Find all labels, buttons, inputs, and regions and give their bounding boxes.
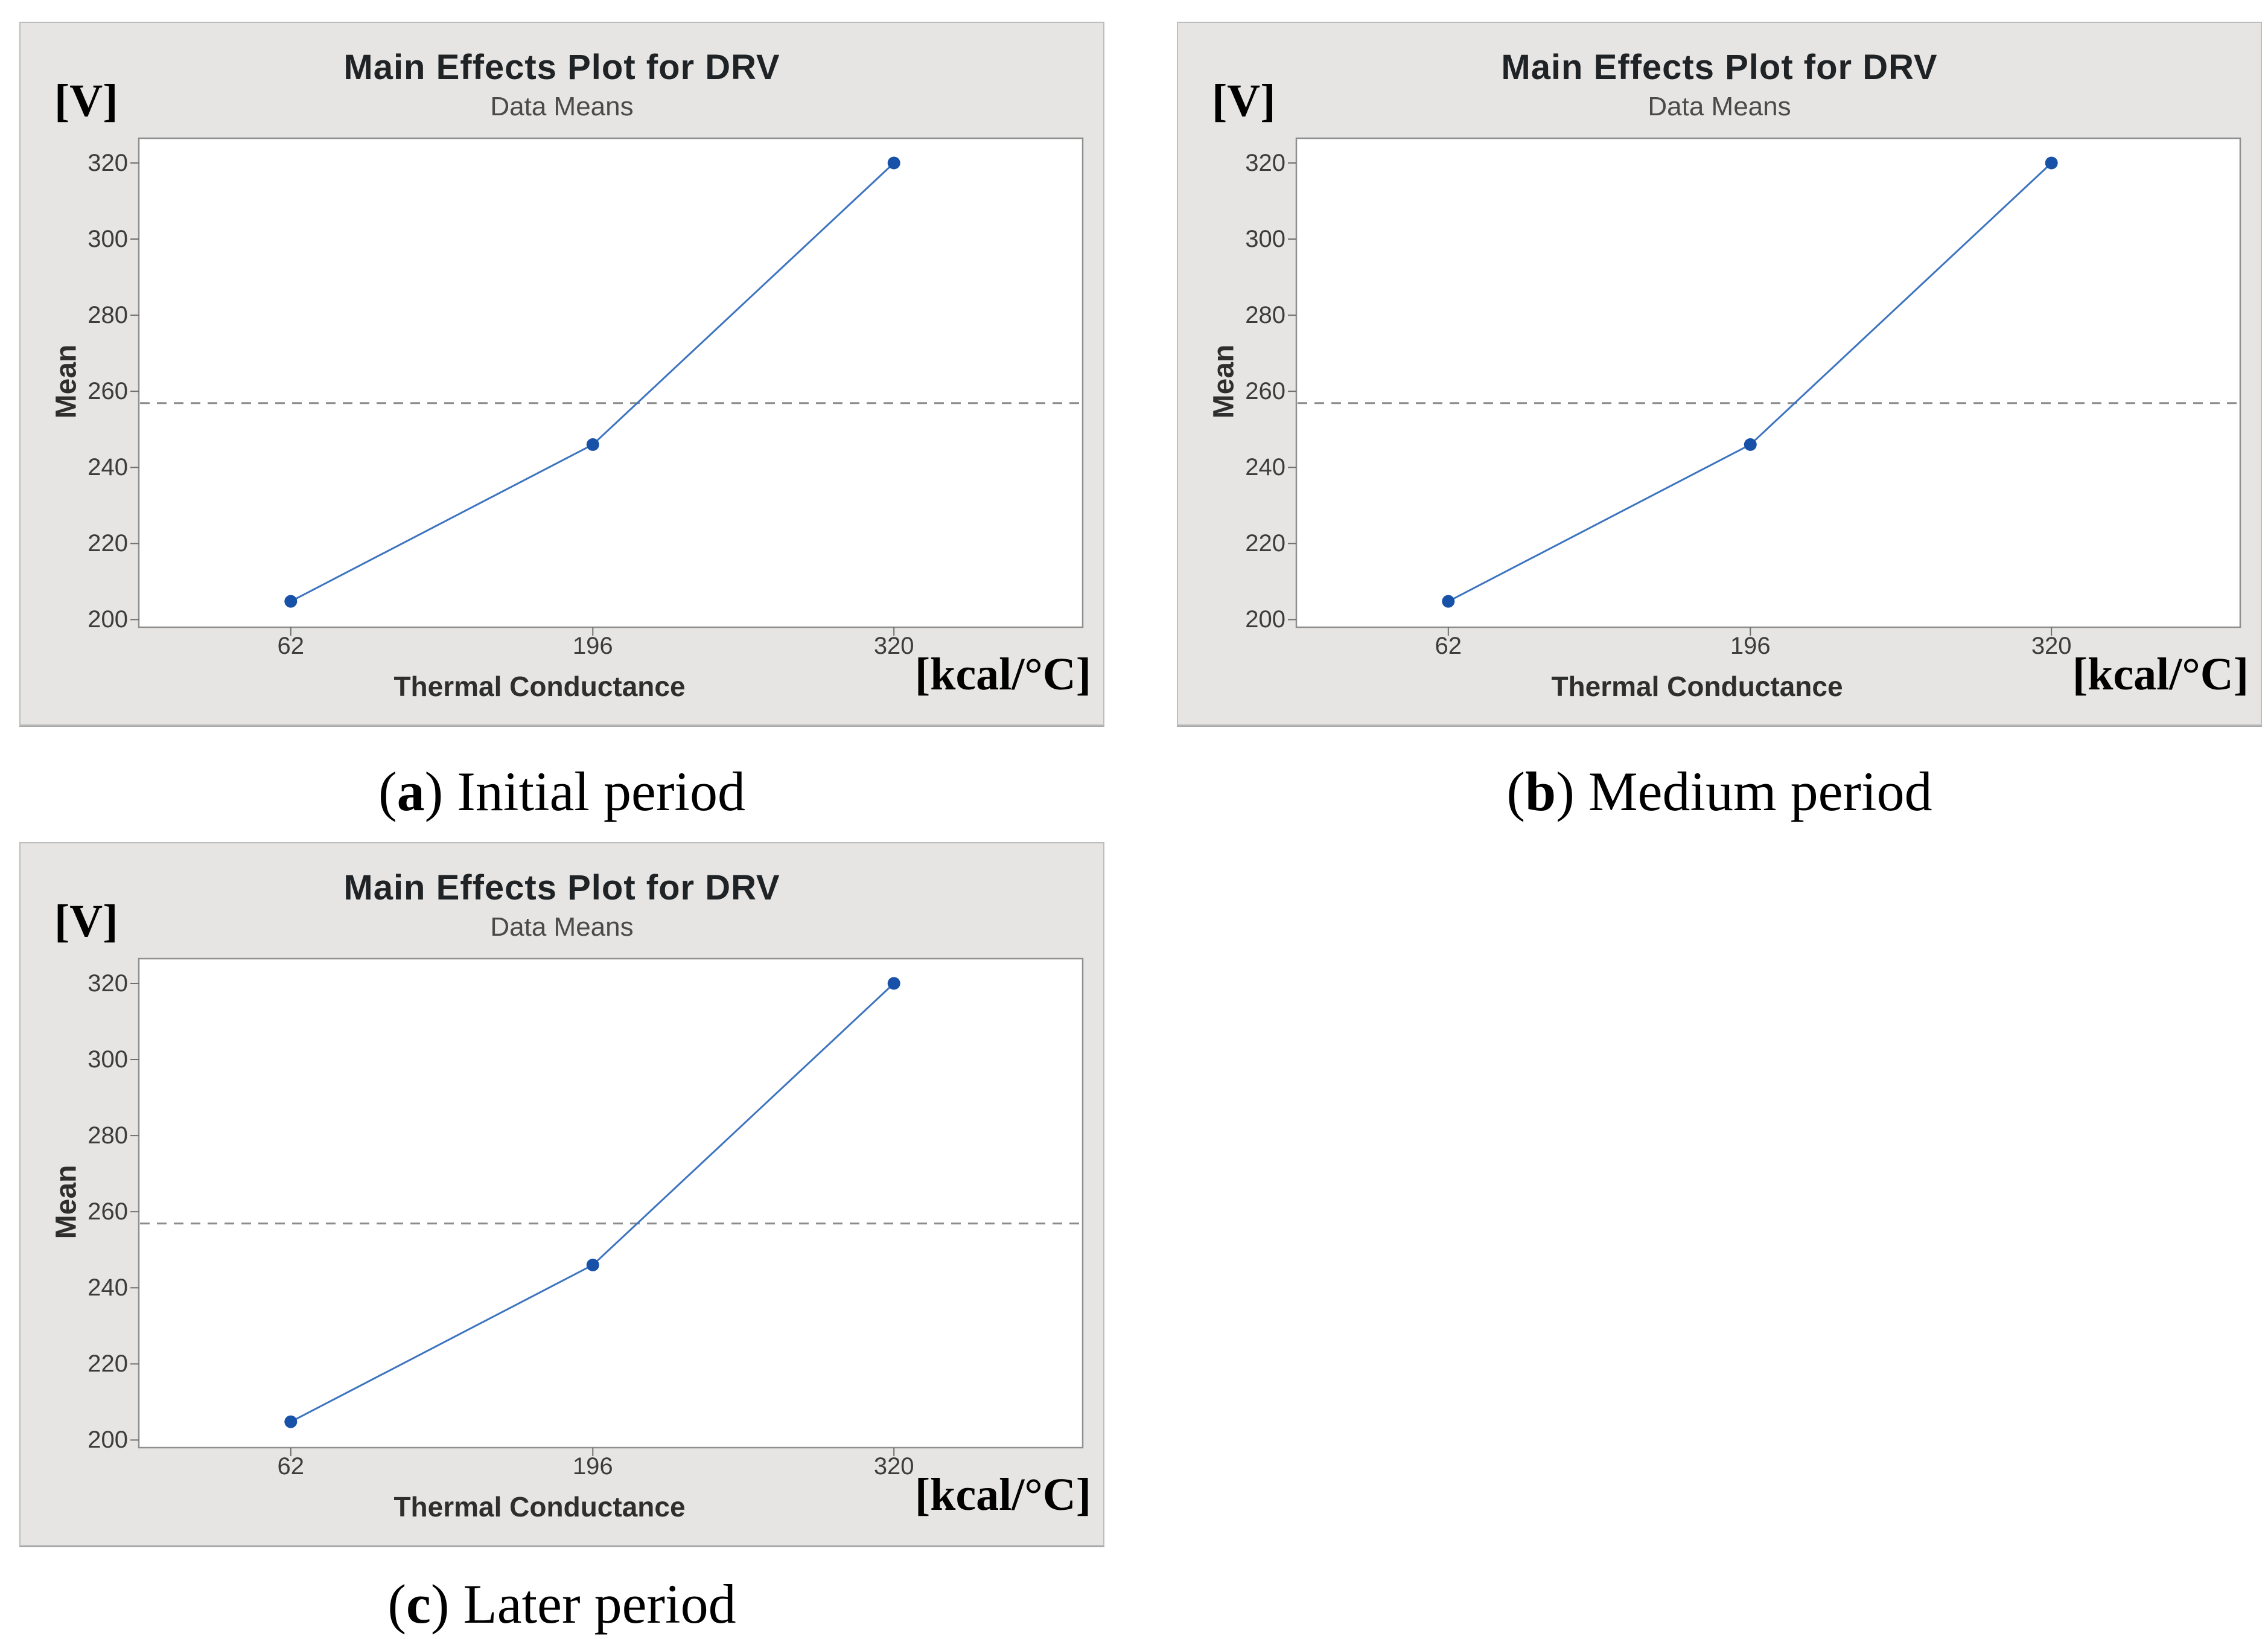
data-point xyxy=(284,595,298,608)
y-tick-label: 320 xyxy=(1245,149,1285,176)
caption-paren-open: ( xyxy=(387,1573,407,1635)
y-tick-label: 200 xyxy=(88,606,128,633)
plot-svg xyxy=(130,957,1084,1456)
y-axis-unit-label: [V] xyxy=(54,896,118,947)
caption-text: Medium period xyxy=(1588,761,1932,822)
chart-subtitle: Data Means xyxy=(490,912,634,942)
y-tick-label: 220 xyxy=(1245,530,1285,557)
y-tick-label: 240 xyxy=(88,454,128,481)
caption-text: Later period xyxy=(463,1573,736,1635)
y-tick-label: 280 xyxy=(88,1122,128,1149)
data-point xyxy=(887,977,900,990)
y-axis-unit-label: [V] xyxy=(54,75,118,126)
x-tick-label: 196 xyxy=(572,633,613,659)
y-tick-label: 260 xyxy=(1245,378,1285,405)
y-tick-label: 280 xyxy=(88,302,128,329)
plot-svg xyxy=(130,137,1084,636)
main-effects-chart-panel: Main Effects Plot for DRV Data Means [V]… xyxy=(19,22,1104,726)
caption-paren-close: ) xyxy=(430,1573,463,1635)
data-point xyxy=(586,1258,599,1271)
caption-c: (c) Later period xyxy=(19,1572,1104,1636)
main-effects-chart-panel: Main Effects Plot for DRV Data Means [V]… xyxy=(1177,22,2262,726)
data-point xyxy=(887,156,900,170)
chart-title: Main Effects Plot for DRV xyxy=(343,868,780,907)
x-axis-unit-label: [kcal/°C] xyxy=(914,1469,1091,1520)
y-tick-label: 300 xyxy=(1245,226,1285,253)
plot-area xyxy=(138,957,1084,1449)
data-point xyxy=(586,438,599,451)
x-tick-label: 320 xyxy=(873,633,914,659)
x-axis-unit-label: [kcal/°C] xyxy=(2072,649,2249,700)
y-tick-label: 300 xyxy=(88,226,128,253)
x-tick-label: 196 xyxy=(572,1453,613,1480)
y-axis-unit-label: [V] xyxy=(1212,75,1276,126)
y-tick-label: 220 xyxy=(88,1350,128,1378)
caption-letter: c xyxy=(406,1573,431,1635)
x-axis-unit-label: [kcal/°C] xyxy=(914,649,1091,700)
y-tick-label: 260 xyxy=(88,378,128,405)
chart-title: Main Effects Plot for DRV xyxy=(343,48,780,87)
y-tick-label: 280 xyxy=(1245,302,1285,329)
x-tick-label: 62 xyxy=(1435,633,1462,659)
x-axis-label: Thermal Conductance xyxy=(393,1491,686,1522)
x-tick-label: 62 xyxy=(277,633,305,659)
caption-paren-close: ) xyxy=(424,761,457,822)
plot-area xyxy=(138,137,1084,628)
x-axis-label: Thermal Conductance xyxy=(1551,671,1843,702)
caption-letter: b xyxy=(1525,761,1556,822)
caption-a: (a) Initial period xyxy=(19,759,1104,823)
main-effects-chart-panel: Main Effects Plot for DRV Data Means [V]… xyxy=(19,842,1104,1546)
y-tick-label: 300 xyxy=(88,1046,128,1073)
y-tick-label: 220 xyxy=(88,530,128,557)
y-tick-label: 200 xyxy=(1245,606,1285,633)
chart-title: Main Effects Plot for DRV xyxy=(1501,48,1938,87)
data-point xyxy=(284,1415,298,1428)
y-tick-label: 320 xyxy=(88,149,128,176)
caption-paren-open: ( xyxy=(378,761,397,822)
data-point xyxy=(1442,595,1455,608)
x-tick-label: 320 xyxy=(2031,633,2072,659)
x-tick-label: 196 xyxy=(1730,633,1771,659)
data-point xyxy=(2045,156,2058,170)
caption-b: (b) Medium period xyxy=(1177,759,2262,823)
caption-paren-close: ) xyxy=(1556,761,1588,822)
y-tick-label: 200 xyxy=(88,1427,128,1454)
plot-area xyxy=(1295,137,2241,628)
caption-letter: a xyxy=(397,761,425,822)
y-tick-label: 240 xyxy=(1245,454,1285,481)
chart-subtitle: Data Means xyxy=(1648,92,1791,121)
y-tick-label: 260 xyxy=(88,1198,128,1225)
data-point xyxy=(1744,438,1757,451)
x-tick-label: 320 xyxy=(873,1453,914,1480)
x-axis-label: Thermal Conductance xyxy=(393,671,686,702)
plot-svg xyxy=(1288,137,2241,636)
caption-text: Initial period xyxy=(457,761,746,822)
y-tick-label: 240 xyxy=(88,1274,128,1302)
x-tick-label: 62 xyxy=(277,1453,305,1480)
caption-paren-open: ( xyxy=(1506,761,1526,822)
chart-subtitle: Data Means xyxy=(490,92,634,121)
y-tick-label: 320 xyxy=(88,970,128,997)
